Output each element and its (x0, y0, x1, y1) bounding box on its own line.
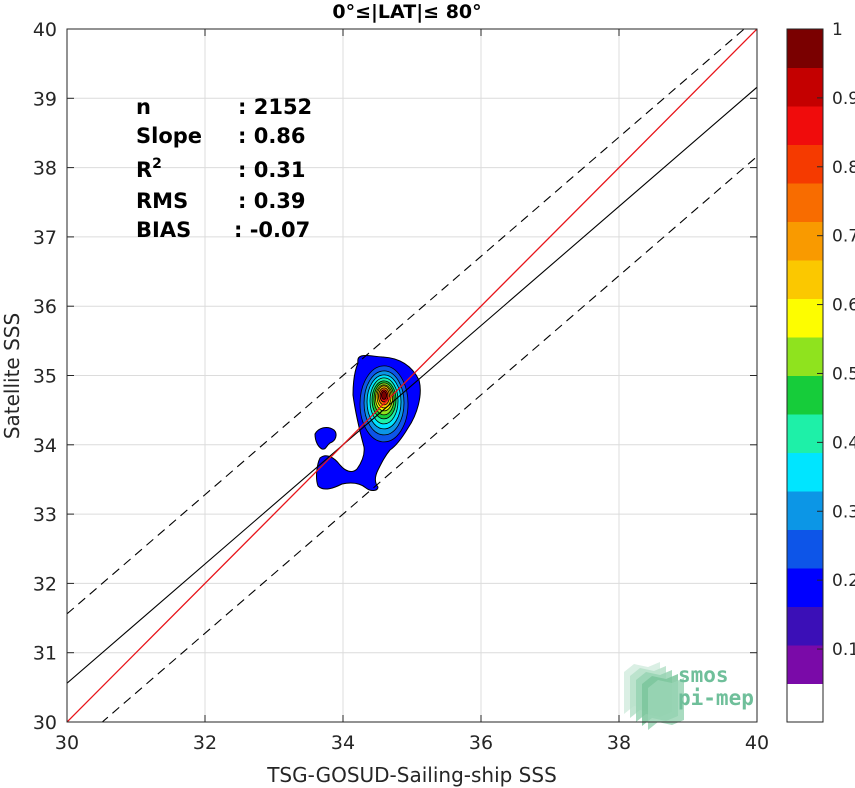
y-tick-label: 33 (33, 504, 57, 526)
x-tick-label: 38 (607, 732, 631, 754)
stat-label: n (136, 95, 151, 119)
y-tick-label: 38 (33, 158, 57, 180)
stat-value: : 0.31 (238, 158, 306, 182)
colorbar-segment (787, 260, 823, 299)
stat-value-text: 0.39 (254, 189, 306, 213)
x-axis-ticks: 30 32 34 36 38 40 (55, 29, 769, 754)
x-tick-label: 34 (331, 732, 355, 754)
stat-value: : 0.86 (238, 124, 306, 148)
colorbar-tick-label: 1 (832, 20, 843, 40)
x-tick-label: 30 (55, 732, 79, 754)
colorbar-tick-label: 0.6 (832, 296, 855, 316)
colorbar-tick-label: 0.9 (832, 89, 855, 109)
stat-label: BIAS (136, 218, 191, 242)
chart-title: 0°≤|LAT|≤ 80° (332, 1, 481, 23)
y-tick-label: 30 (33, 712, 57, 734)
stat-label: Slope (136, 124, 202, 148)
colorbar-segment (787, 67, 823, 107)
stat-label-text: R (136, 158, 152, 182)
stat-separator: : (238, 124, 254, 148)
colorbar: 1 0.9 0.8 0.7 0.6 0.5 0.4 0.3 0.2 0.1 (786, 20, 855, 723)
stat-value-text: 2152 (254, 95, 312, 119)
contour-level-12 (381, 391, 387, 400)
y-tick-label: 35 (33, 366, 57, 388)
y-tick-label: 39 (33, 88, 57, 110)
colorbar-tick-label: 0.8 (832, 158, 855, 178)
colorbar-frame (786, 28, 824, 723)
smos-pimep-logo: smos pi-mep (624, 662, 754, 730)
y-tick-label: 31 (33, 643, 57, 665)
colorbar-segment (787, 144, 823, 184)
colorbar-tick-label: 0.7 (832, 227, 855, 247)
colorbar-segment (787, 491, 823, 530)
y-tick-label: 37 (33, 227, 57, 249)
stat-separator: : (238, 189, 254, 213)
y-tick-label: 32 (33, 573, 57, 595)
x-tick-label: 32 (193, 732, 217, 754)
stat-value-text: -0.07 (250, 218, 311, 242)
stat-value: : -0.07 (234, 218, 310, 242)
colorbar-segment (787, 221, 823, 261)
stat-value-text: 0.31 (254, 158, 306, 182)
stat-value: : 0.39 (238, 189, 306, 213)
contour-level-1 (314, 426, 337, 450)
colorbar-segment (787, 568, 823, 607)
stat-label-text: Slope (136, 124, 202, 148)
y-tick-label: 34 (33, 435, 57, 457)
colorbar-tick-label: 0.3 (832, 502, 855, 522)
stat-label-text: RMS (136, 189, 188, 213)
x-tick-label: 36 (469, 732, 493, 754)
logo-text-pimep: pi-mep (678, 686, 754, 710)
logo-shape (648, 678, 684, 730)
stat-superscript: 2 (152, 156, 162, 172)
y-axis-ticks: 30 31 32 33 34 35 36 37 38 39 40 (33, 19, 757, 734)
colorbar-segment (787, 106, 823, 145)
identity-line (67, 29, 757, 722)
colorbar-segment (787, 606, 823, 646)
colorbar-tick-label: 0.4 (832, 433, 855, 453)
stat-separator: : (238, 158, 254, 182)
y-tick-label: 40 (33, 19, 57, 41)
reference-lines (67, 29, 757, 722)
lower-envelope-line (101, 156, 757, 722)
stat-label-text: BIAS (136, 218, 191, 242)
stat-separator: : (234, 218, 250, 242)
stat-label-text: n (136, 95, 151, 119)
stat-label: R2 (136, 156, 162, 182)
regression-line (67, 86, 757, 684)
stat-value-text: 0.86 (254, 124, 306, 148)
colorbar-segment (787, 414, 823, 453)
upper-envelope-line (67, 29, 746, 615)
stat-label: RMS (136, 189, 188, 213)
colorbar-tick-label: 0.1 (832, 640, 855, 660)
colorbar-segment (787, 183, 823, 222)
stat-value: : 2152 (238, 95, 312, 119)
colorbar-segment (787, 29, 823, 68)
colorbar-segment (787, 645, 823, 684)
colorbar-segment (787, 337, 823, 376)
colorbar-segment (787, 529, 823, 569)
colorbar-segment (787, 452, 823, 492)
y-axis-label: Satellite SSS (0, 313, 24, 439)
stat-separator: : (238, 95, 254, 119)
x-axis-label: TSG-GOSUD-Sailing-ship SSS (266, 763, 557, 787)
x-tick-label: 40 (745, 732, 769, 754)
logo-text-smos: smos (678, 663, 729, 687)
colorbar-tick-label: 0.2 (832, 571, 855, 591)
colorbar-tick-label: 0.5 (832, 364, 855, 384)
y-tick-label: 36 (33, 296, 57, 318)
colorbar-segment (787, 375, 823, 415)
colorbar-segment (787, 683, 823, 723)
